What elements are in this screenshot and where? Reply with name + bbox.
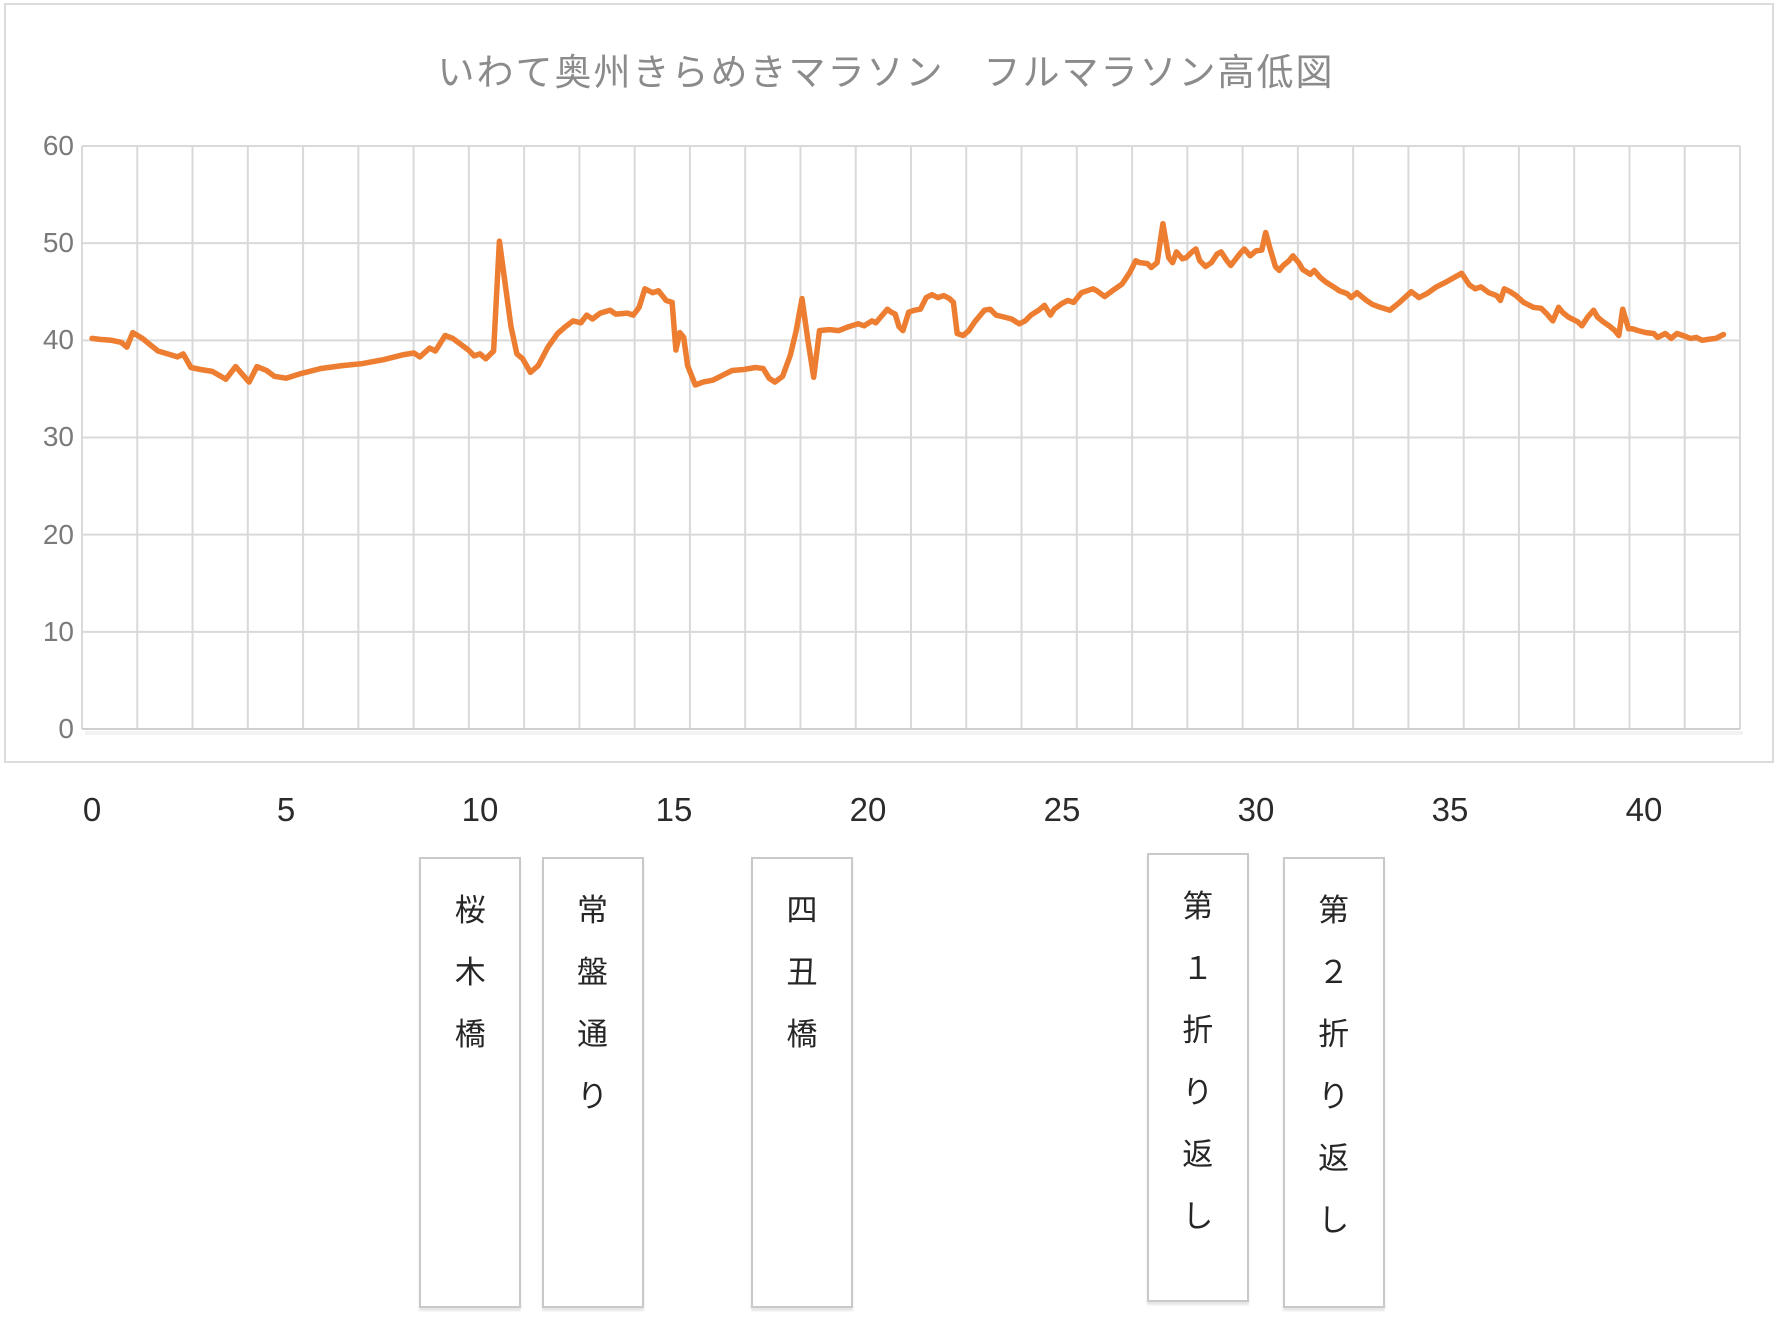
landmark-char: 折 <box>1182 1013 1214 1048</box>
landmark-char: 返 <box>1182 1137 1214 1172</box>
landmark-char: し <box>1182 1199 1214 1234</box>
x-tick-label: 35 <box>1431 791 1469 828</box>
landmark-char: 返 <box>1318 1141 1350 1176</box>
x-tick-label: 30 <box>1237 791 1275 828</box>
x-tick-label: 25 <box>1043 791 1081 828</box>
chart-title: いわて奥州きらめきマラソン フルマラソン高低図 <box>437 52 1335 93</box>
landmark-char: 橋 <box>786 1017 818 1052</box>
chart-panel <box>4 3 1774 763</box>
landmark-char: 通 <box>577 1017 609 1052</box>
landmark-char: １ <box>1182 951 1214 986</box>
landmark-char: 第 <box>1182 889 1214 924</box>
y-tick-label: 30 <box>42 421 74 453</box>
y-tick-label: 20 <box>42 518 74 550</box>
landmark-box-5: 第 ２ 折り返し <box>1282 857 1385 1308</box>
landmark-char: 橋 <box>454 1017 486 1052</box>
landmark-char: 桜 <box>454 893 486 928</box>
x-tick-label: 15 <box>655 791 693 828</box>
y-tick-label: 60 <box>42 129 74 161</box>
landmark-char: 盤 <box>577 955 609 990</box>
plot-area <box>81 144 1743 735</box>
x-tick-label: 10 <box>461 791 499 828</box>
landmark-box-2: 常盤通り <box>541 857 644 1308</box>
landmark-char: 第 <box>1318 893 1350 928</box>
x-tick-label: 5 <box>276 791 296 828</box>
landmark-box-3: 四丑橋 <box>751 857 854 1308</box>
landmark-char: 丑 <box>786 955 818 990</box>
landmark-char: り <box>577 1079 609 1114</box>
landmark-char: 四 <box>786 893 818 928</box>
y-tick-label: 10 <box>42 615 74 647</box>
landmark-char: し <box>1318 1203 1350 1238</box>
y-tick-label: 40 <box>42 324 74 356</box>
x-tick-label: 40 <box>1625 791 1663 828</box>
x-tick-label: 0 <box>82 791 102 828</box>
landmark-char: り <box>1182 1075 1214 1110</box>
landmark-box-1: 桜木橋 <box>419 857 522 1308</box>
x-tick-label: 20 <box>849 791 887 828</box>
landmark-char: 木 <box>454 955 486 990</box>
landmark-box-4: 第 １ 折り返し <box>1146 853 1249 1302</box>
landmark-char: 常 <box>577 893 609 928</box>
landmark-char: り <box>1318 1079 1350 1114</box>
elevation-line <box>89 220 1727 388</box>
y-tick-label: 0 <box>58 713 74 744</box>
y-tick-label: 50 <box>42 227 74 259</box>
landmark-char: 折 <box>1318 1017 1350 1052</box>
landmark-char: ２ <box>1318 955 1350 990</box>
